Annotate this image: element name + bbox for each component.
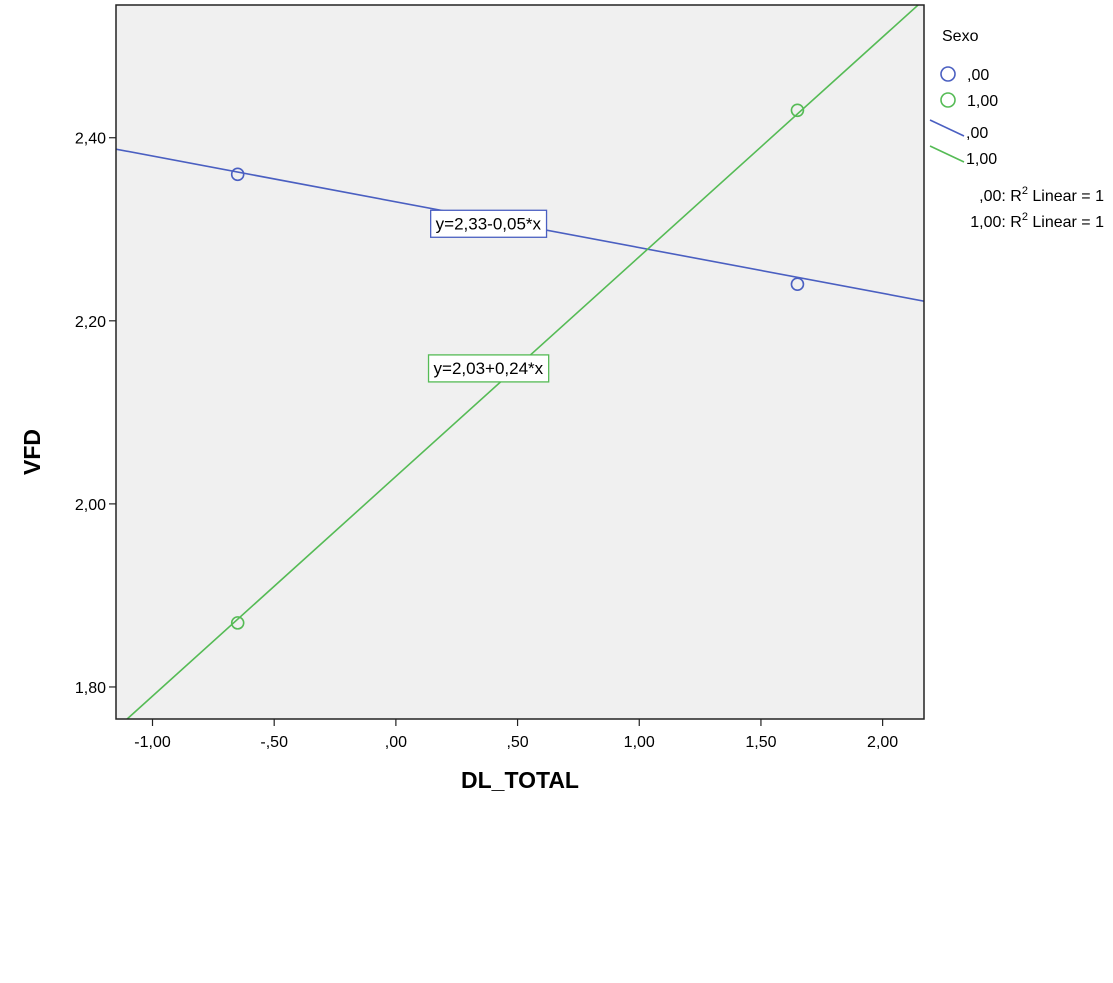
x-tick-label: 2,00 — [867, 734, 898, 751]
legend-line-label: ,00 — [966, 125, 988, 142]
legend-r2-label: ,00: R2 Linear = 1 — [979, 185, 1104, 205]
fit-equation-label: y=2,33-0,05*x — [430, 209, 548, 238]
plot-border — [115, 4, 925, 720]
legend-marker — [940, 92, 956, 108]
legend-line — [929, 119, 965, 137]
y-tick-label: 2,20 — [75, 314, 106, 331]
x-axis-title: DL_TOTAL — [461, 767, 579, 793]
equation-text: y=2,33-0,05*x — [436, 214, 542, 233]
y-axis-title: VFD — [19, 429, 45, 475]
x-tick-label: -1,00 — [134, 734, 171, 751]
y-tick-label: 1,80 — [75, 680, 106, 697]
legend-title: Sexo — [942, 28, 979, 45]
fit-equation-label: y=2,03+0,24*x — [427, 354, 550, 383]
x-tick-label: 1,00 — [624, 734, 655, 751]
x-tick-label: -,50 — [260, 734, 288, 751]
equation-box — [430, 209, 548, 238]
legend-line — [929, 145, 965, 163]
x-tick-label: ,50 — [506, 734, 528, 751]
data-point — [790, 277, 805, 291]
y-tick-label: 2,00 — [75, 497, 106, 514]
legend-line-label: 1,00 — [966, 151, 997, 168]
equation-text: y=2,03+0,24*x — [434, 359, 544, 378]
data-point — [790, 103, 805, 118]
legend: Sexo ,00 1,00 ,00 1,00 ,00: R2 Linear = 1 1,00… — [929, 28, 1104, 231]
y-tick-label: 2,40 — [75, 131, 106, 148]
legend-marker-label: 1,00 — [967, 93, 998, 110]
legend-marker-label: ,00 — [967, 67, 989, 84]
equation-box — [427, 354, 550, 383]
legend-r2-label: 1,00: R2 Linear = 1 — [970, 211, 1104, 231]
data-point — [230, 167, 245, 182]
x-tick-label: ,00 — [385, 734, 407, 751]
legend-marker — [940, 66, 956, 82]
x-tick-label: 1,50 — [745, 734, 776, 751]
data-point — [230, 616, 245, 630]
